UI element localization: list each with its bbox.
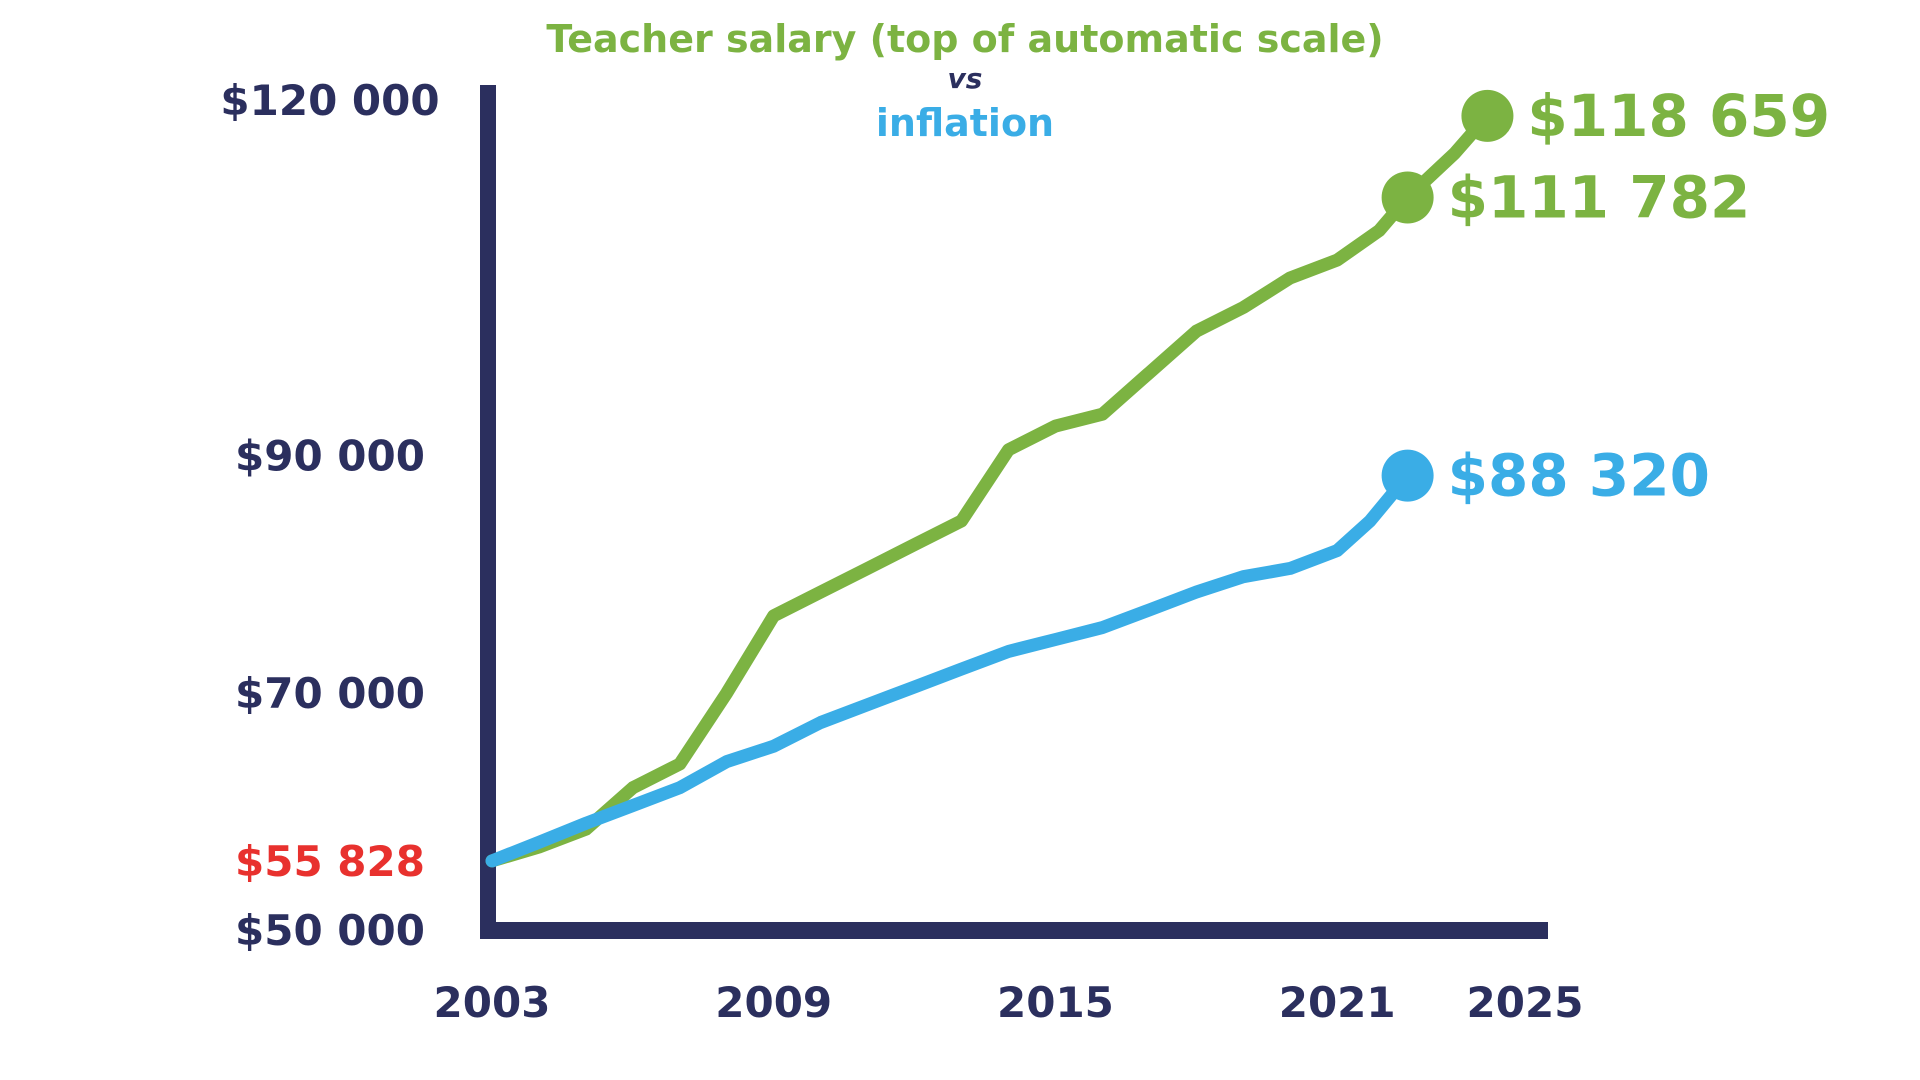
x-tick-label: 2021 <box>1279 978 1396 1027</box>
series-lines <box>485 89 1514 868</box>
x-axis-line <box>480 922 1548 939</box>
y-tick-label: $70 000 <box>235 669 425 718</box>
teacher-salary-end-marker <box>1381 171 1434 224</box>
y-tick-label: $90 000 <box>235 432 425 481</box>
axes <box>480 85 1548 939</box>
chart-title-group: Teacher salary (top of automatic scale) … <box>546 17 1383 145</box>
y-tick-label: $55 828 <box>235 837 425 886</box>
chart-subtitle: inflation <box>876 101 1054 145</box>
chart-title: Teacher salary (top of automatic scale) <box>546 17 1383 61</box>
x-tick-label: 2003 <box>434 978 551 1027</box>
y-tick-label: $50 000 <box>235 906 425 955</box>
chart-title-connector: vs <box>948 62 983 95</box>
x-tick-label: 2025 <box>1467 978 1584 1027</box>
x-tick-label: 2015 <box>997 978 1114 1027</box>
y-axis-ticks: $120 000 $90 000 $70 000 $55 828 $50 000 <box>220 76 439 955</box>
x-tick-label: 2009 <box>715 978 832 1027</box>
inflation-end-marker <box>1381 449 1434 502</box>
teacher-salary-end-label: $111 782 <box>1448 163 1751 231</box>
y-axis-line <box>480 85 496 938</box>
teacher-salary-end-marker <box>1461 89 1514 142</box>
inflation-line <box>485 469 1415 868</box>
end-point-labels: $111 782 $118 659 $88 320 <box>1448 82 1831 510</box>
teacher-salary-end-label: $118 659 <box>1527 82 1830 150</box>
x-axis-ticks: 2003 2009 2015 2021 2025 <box>434 978 1584 1027</box>
inflation-end-label: $88 320 <box>1448 442 1710 510</box>
teacher-salary-line <box>485 109 1494 868</box>
y-tick-label: $120 000 <box>220 76 439 125</box>
